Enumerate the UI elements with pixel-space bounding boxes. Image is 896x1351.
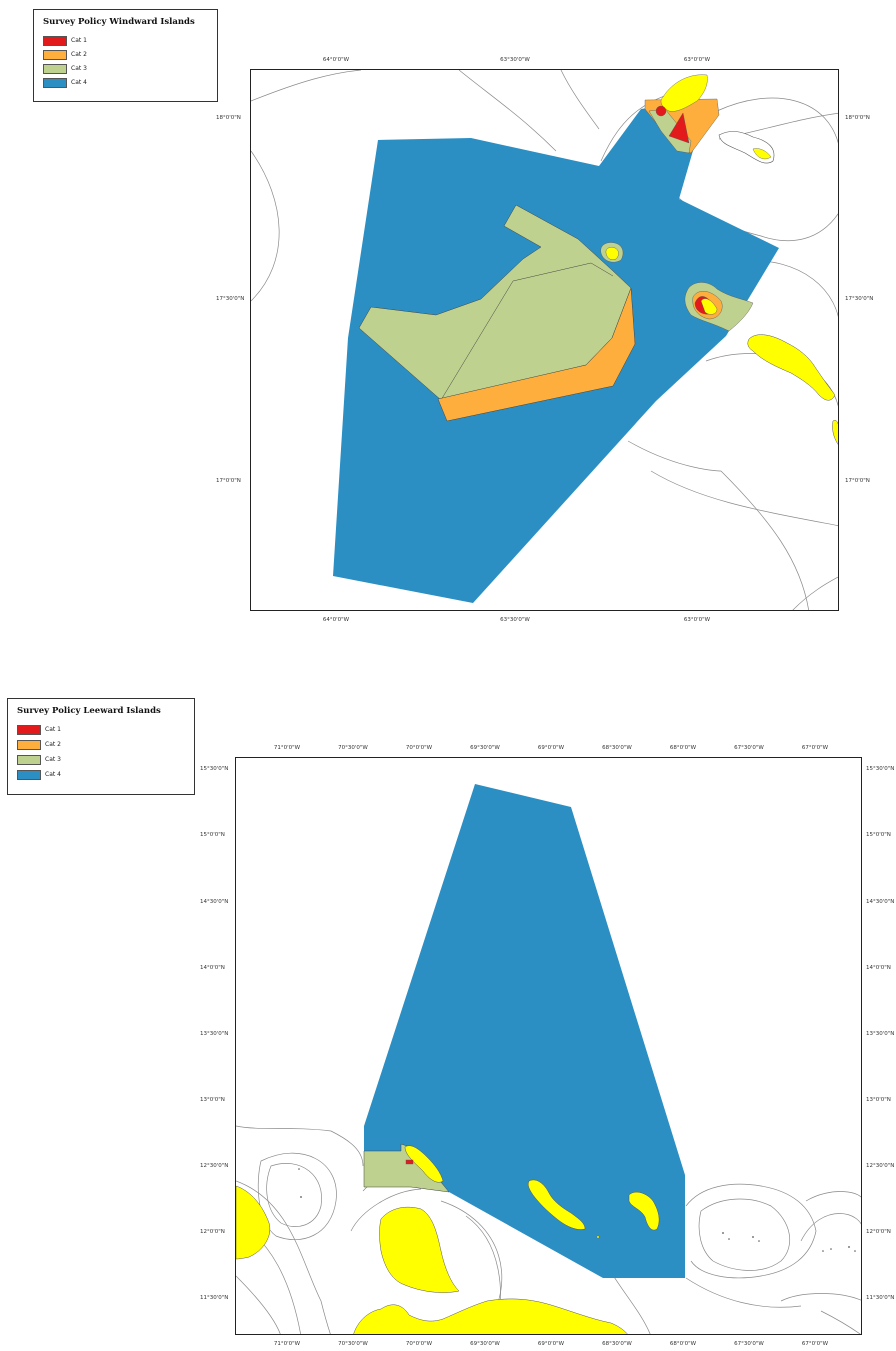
leeward-lat-label-left-9: 11°30'0"N <box>200 1295 229 1301</box>
legend-swatch-cat3 <box>17 754 41 765</box>
legend-swatch-cat4 <box>17 769 41 780</box>
windward-cat2-zone <box>437 287 636 422</box>
windward-lat-label-left-3: 17°0'0"N <box>216 478 241 484</box>
windward-lat-label-right-1: 18°0'0"N <box>845 115 870 121</box>
windward-island-stkitts <box>747 334 836 401</box>
legend-swatch-cat2 <box>17 739 41 750</box>
leeward-lon-label-bottom-9: 67°0'0"W <box>801 1341 829 1347</box>
leeward-lat-label-right-2: 15°0'0"N <box>866 832 891 838</box>
legend-label-cat2: Cat 2 <box>71 51 87 58</box>
leeward-lat-label-left-2: 15°0'0"N <box>200 832 225 838</box>
leeward-lat-label-right-6: 13°0'0"N <box>866 1097 891 1103</box>
legend-item-cat4: Cat 4 <box>43 77 87 88</box>
leeward-lat-label-right-8: 12°0'0"N <box>866 1229 891 1235</box>
legend-swatch-cat1 <box>43 35 67 46</box>
windward-lon-label-bottom-2: 63°30'0"W <box>500 617 530 623</box>
windward-lon-label-top-1: 64°0'0"W <box>322 57 350 63</box>
leeward-lon-label-bottom-7: 68°0'0"W <box>669 1341 697 1347</box>
leeward-island-aruba <box>404 1145 444 1183</box>
leeward-map-canvas <box>236 784 861 1334</box>
windward-lat-label-left-1: 18°0'0"N <box>216 115 241 121</box>
leeward-lat-label-right-1: 15°30'0"N <box>866 766 895 772</box>
windward-small-island-b <box>684 282 754 332</box>
leeward-lat-label-right-9: 11°30'0"N <box>866 1295 895 1301</box>
leeward-lat-label-left-8: 12°0'0"N <box>200 1229 225 1235</box>
legend-item-cat3: Cat 3 <box>17 754 61 765</box>
legend-label-cat4: Cat 4 <box>71 79 87 86</box>
legend-item-cat2: Cat 2 <box>43 49 87 60</box>
legend-label-cat1: Cat 1 <box>45 726 61 733</box>
windward-lon-label-bottom-3: 63°0'0"W <box>683 617 711 623</box>
leeward-lon-label-top-5: 69°0'0"W <box>537 745 565 751</box>
windward-legend: Survey Policy Windward Islands Cat 1 Cat… <box>33 9 218 102</box>
leeward-lat-label-right-4: 14°0'0"N <box>866 965 891 971</box>
leeward-lon-label-bottom-6: 68°30'0"W <box>602 1341 632 1347</box>
leeward-lon-label-top-7: 68°0'0"W <box>669 745 697 751</box>
windward-map-canvas <box>251 70 838 610</box>
leeward-lon-label-top-6: 68°30'0"W <box>602 745 632 751</box>
windward-north-islands <box>644 74 720 154</box>
legend-label-cat4: Cat 4 <box>45 771 61 778</box>
legend-label-cat2: Cat 2 <box>45 741 61 748</box>
leeward-lat-label-left-5: 13°30'0"N <box>200 1031 229 1037</box>
windward-lat-label-right-2: 17°30'0"N <box>845 296 874 302</box>
leeward-lat-label-left-7: 12°30'0"N <box>200 1163 229 1169</box>
legend-swatch-cat1 <box>17 724 41 735</box>
leeward-lon-label-top-8: 67°30'0"W <box>734 745 764 751</box>
windward-small-island-a <box>600 242 624 263</box>
leeward-lon-label-bottom-2: 70°30'0"W <box>338 1341 368 1347</box>
windward-island-east <box>832 420 838 445</box>
leeward-legend: Survey Policy Leeward Islands Cat 1 Cat … <box>7 698 195 795</box>
leeward-lon-label-bottom-8: 67°30'0"W <box>734 1341 764 1347</box>
leeward-lat-label-right-3: 14°30'0"N <box>866 899 895 905</box>
leeward-lon-label-top-3: 70°0'0"W <box>405 745 433 751</box>
leeward-legend-title: Survey Policy Leeward Islands <box>17 706 161 716</box>
leeward-mainland-guajira <box>379 1206 460 1293</box>
leeward-boundary-lines <box>236 1125 861 1334</box>
windward-boundary-lines <box>251 70 838 610</box>
legend-swatch-cat4 <box>43 77 67 88</box>
legend-item-cat4: Cat 4 <box>17 769 61 780</box>
legend-swatch-cat2 <box>43 49 67 60</box>
leeward-cat4-zone <box>364 784 685 1278</box>
leeward-lat-label-right-7: 12°30'0"N <box>866 1163 895 1169</box>
leeward-islets <box>298 1168 856 1252</box>
legend-label-cat3: Cat 3 <box>71 65 87 72</box>
leeward-lat-label-left-3: 14°30'0"N <box>200 899 229 905</box>
leeward-cat1-marker <box>405 1159 414 1165</box>
legend-item-cat1: Cat 1 <box>17 724 61 735</box>
leeward-lon-label-bottom-5: 69°0'0"W <box>537 1341 565 1347</box>
leeward-lon-label-bottom-4: 69°30'0"W <box>470 1341 500 1347</box>
leeward-lat-label-left-1: 15°30'0"N <box>200 766 229 772</box>
leeward-lat-label-right-5: 13°30'0"N <box>866 1031 895 1037</box>
leeward-island-curacao <box>527 1179 586 1230</box>
windward-cat3-zone <box>358 204 632 401</box>
leeward-mainland-bottom <box>353 1298 628 1334</box>
windward-lon-label-top-2: 63°30'0"W <box>500 57 530 63</box>
legend-label-cat1: Cat 1 <box>71 37 87 44</box>
windward-lon-label-top-3: 63°0'0"W <box>683 57 711 63</box>
windward-lat-label-right-3: 17°0'0"N <box>845 478 870 484</box>
leeward-lon-label-top-2: 70°30'0"W <box>338 745 368 751</box>
leeward-lon-label-bottom-1: 71°0'0"W <box>273 1341 301 1347</box>
leeward-lon-label-top-4: 69°30'0"W <box>470 745 500 751</box>
leeward-map <box>235 757 862 1335</box>
windward-lon-label-bottom-1: 64°0'0"W <box>322 617 350 623</box>
windward-map <box>250 69 839 611</box>
leeward-mainland-left <box>236 1185 271 1260</box>
leeward-lat-label-left-4: 14°0'0"N <box>200 965 225 971</box>
legend-item-cat2: Cat 2 <box>17 739 61 750</box>
legend-label-cat3: Cat 3 <box>45 756 61 763</box>
legend-item-cat1: Cat 1 <box>43 35 87 46</box>
legend-item-cat3: Cat 3 <box>43 63 87 74</box>
leeward-island-bonaire <box>628 1191 660 1231</box>
windward-legend-title: Survey Policy Windward Islands <box>43 17 195 27</box>
legend-swatch-cat3 <box>43 63 67 74</box>
leeward-lon-label-top-9: 67°0'0"W <box>801 745 829 751</box>
leeward-lon-label-top-1: 71°0'0"W <box>273 745 301 751</box>
leeward-lon-label-bottom-3: 70°0'0"W <box>405 1341 433 1347</box>
leeward-lat-label-left-6: 13°0'0"N <box>200 1097 225 1103</box>
windward-lat-label-left-2: 17°30'0"N <box>216 296 245 302</box>
